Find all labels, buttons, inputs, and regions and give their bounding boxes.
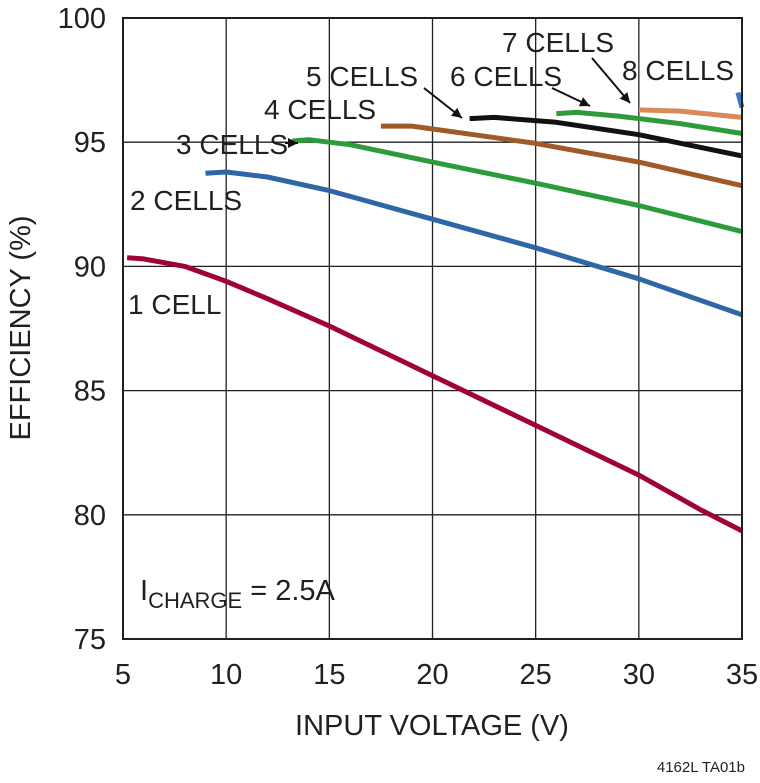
series-line-3 bbox=[292, 137, 743, 235]
plot-frame bbox=[122, 17, 743, 640]
annotation-subscript: CHARGE bbox=[148, 588, 242, 613]
series-line-6 bbox=[556, 109, 743, 136]
y-axis-title: EFFICIENCY (%) bbox=[5, 215, 37, 440]
series-label-1: 1 CELL bbox=[128, 289, 221, 320]
x-tick-label: 25 bbox=[520, 659, 552, 691]
series-line-4 bbox=[380, 123, 743, 189]
label-leader-arrowhead bbox=[451, 107, 462, 118]
x-tick-labels: 5 10 15 20 25 30 35 bbox=[115, 659, 758, 691]
series-line-1 bbox=[126, 255, 744, 534]
series-label-3: 3 CELLS bbox=[176, 129, 288, 160]
annotation-suffix: = 2.5A bbox=[242, 575, 335, 607]
annotation-prefix: I bbox=[140, 575, 148, 607]
y-tick-label: 85 bbox=[74, 376, 106, 408]
x-tick-label: 5 bbox=[115, 659, 131, 691]
series-lines bbox=[126, 91, 745, 534]
series-line-2 bbox=[205, 169, 743, 318]
label-leader-arrowhead bbox=[288, 138, 298, 148]
charge-current-annotation: ICHARGE = 2.5A bbox=[140, 575, 336, 613]
series-label-8: 8 CELLS bbox=[622, 55, 734, 86]
series-line-7 bbox=[638, 107, 743, 120]
y-tick-label: 75 bbox=[74, 624, 106, 656]
x-tick-label: 30 bbox=[623, 659, 655, 691]
figure-id: 4162L TA01b bbox=[657, 759, 745, 776]
series-label-2: 2 CELLS bbox=[130, 185, 242, 216]
label-leader-arrowhead bbox=[578, 97, 590, 107]
y-tick-label: 90 bbox=[74, 251, 106, 283]
series-label-7: 7 CELLS bbox=[502, 27, 614, 58]
label-leader-arrowhead bbox=[619, 92, 630, 103]
series-label-4: 4 CELLS bbox=[264, 94, 376, 125]
x-tick-label: 10 bbox=[210, 659, 242, 691]
x-tick-label: 35 bbox=[726, 659, 758, 691]
y-tick-label: 95 bbox=[74, 127, 106, 159]
y-tick-label: 80 bbox=[74, 500, 106, 532]
x-tick-label: 15 bbox=[313, 659, 345, 691]
series-label-5: 5 CELLS bbox=[306, 61, 418, 92]
y-tick-labels: 75 80 85 90 95 100 bbox=[58, 3, 106, 656]
series-label-6: 6 CELLS bbox=[450, 61, 562, 92]
x-tick-label: 20 bbox=[416, 659, 448, 691]
y-tick-label: 100 bbox=[58, 3, 106, 35]
series-line-5 bbox=[469, 114, 743, 159]
x-axis-title: INPUT VOLTAGE (V) bbox=[295, 710, 569, 742]
